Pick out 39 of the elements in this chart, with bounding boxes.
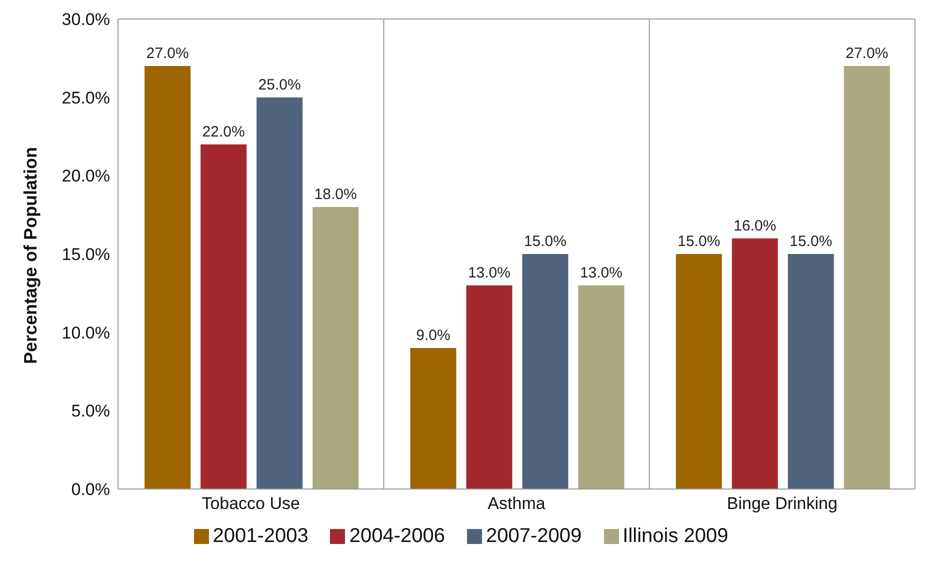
y-tick-label: 30.0% <box>62 10 110 30</box>
bar <box>732 238 778 489</box>
y-tick-label: 5.0% <box>71 402 110 421</box>
legend-label: 2007-2009 <box>486 525 582 547</box>
legend-label: Illinois 2009 <box>622 525 728 547</box>
y-tick-label: 20.0% <box>62 166 110 186</box>
bar <box>256 97 303 489</box>
data-label: 25.0% <box>258 76 301 94</box>
bar <box>788 254 834 489</box>
data-label: 15.0% <box>678 233 720 250</box>
x-tick-label: Binge Drinking <box>726 494 838 514</box>
data-label: 9.0% <box>416 327 450 344</box>
data-label: 18.0% <box>314 186 357 203</box>
y-tick-label: 15.0% <box>62 245 110 264</box>
y-tick-label: 25.0% <box>62 88 110 108</box>
bar <box>844 66 890 489</box>
bar <box>466 285 512 489</box>
y-axis-title: Percentage of Population <box>20 146 40 364</box>
y-tick-label: 10.0% <box>62 323 110 342</box>
bar <box>578 285 624 489</box>
bar <box>410 348 456 489</box>
x-tick-label: Asthma <box>488 494 546 514</box>
data-label: 15.0% <box>790 233 832 250</box>
data-label: 27.0% <box>146 45 189 62</box>
bar <box>676 254 722 489</box>
data-label: 13.0% <box>580 264 623 282</box>
bar <box>144 66 191 489</box>
data-label: 15.0% <box>524 233 567 250</box>
legend-label: 2001-2003 <box>212 525 308 547</box>
data-label: 13.0% <box>468 264 511 282</box>
bar <box>312 207 359 489</box>
legend-label: 2004-2006 <box>349 525 446 547</box>
y-tick-label: 0.0% <box>71 480 110 500</box>
bar <box>522 254 568 489</box>
data-label: 27.0% <box>846 45 888 62</box>
bar <box>200 144 247 489</box>
data-label: 22.0% <box>202 123 245 140</box>
data-label: 16.0% <box>734 217 776 234</box>
x-tick-label: Tobacco Use <box>202 494 300 514</box>
